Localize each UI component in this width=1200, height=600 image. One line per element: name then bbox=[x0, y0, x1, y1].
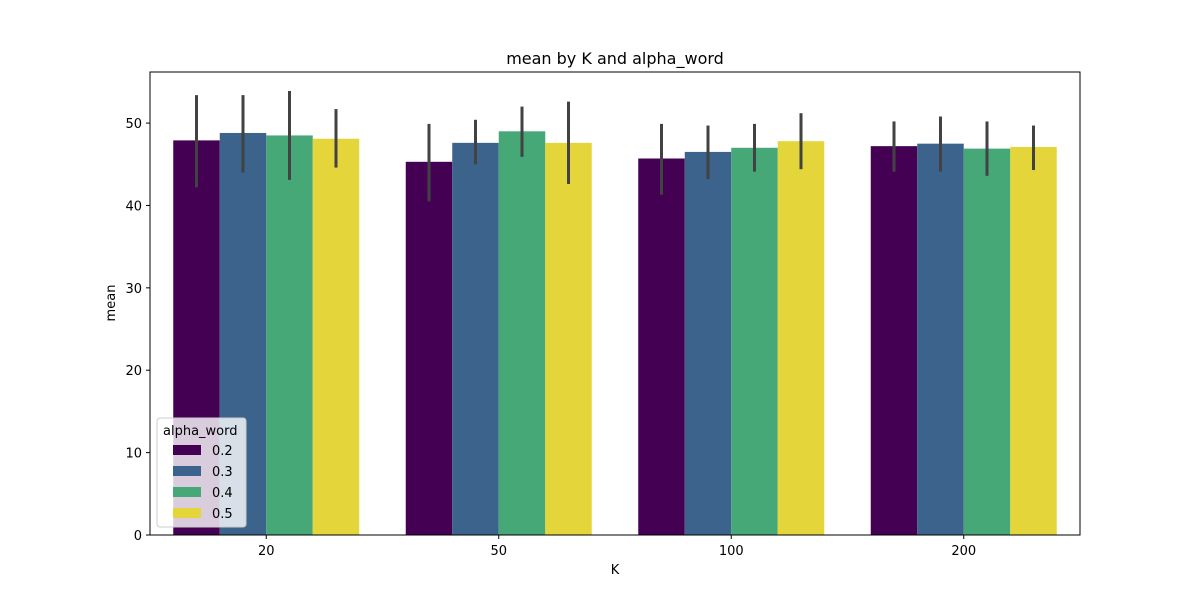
bar-k20-alpha0.5 bbox=[312, 138, 360, 536]
y-tick-label: 20 bbox=[125, 364, 142, 379]
bar-k50-alpha0.4 bbox=[498, 131, 546, 535]
x-tick-label: 200 bbox=[951, 544, 976, 559]
y-tick-label: 0 bbox=[134, 529, 142, 544]
legend-label-0.5: 0.5 bbox=[212, 507, 233, 522]
bar-k50-alpha0.3 bbox=[452, 142, 499, 535]
error-bars-group bbox=[195, 90, 1035, 202]
bar-k100-alpha0.3 bbox=[684, 151, 732, 535]
y-tick-label: 10 bbox=[125, 447, 142, 462]
bar-k100-alpha0.4 bbox=[731, 147, 778, 536]
bar-k20-alpha0.4 bbox=[266, 135, 313, 535]
legend: alpha_word 0.2 0.3 0.4 0.5 bbox=[156, 417, 247, 528]
legend-title: alpha_word bbox=[163, 424, 238, 439]
bar-k200-alpha0.2 bbox=[870, 146, 918, 535]
bar-k100-alpha0.5 bbox=[777, 141, 825, 535]
x-tick-label: 20 bbox=[258, 544, 275, 559]
x-axis: 20 50 100 200 bbox=[258, 535, 976, 559]
legend-swatch-0.4 bbox=[173, 487, 201, 497]
legend-label-0.2: 0.2 bbox=[212, 444, 233, 459]
legend-label-0.4: 0.4 bbox=[212, 486, 233, 501]
bar-k200-alpha0.3 bbox=[917, 143, 964, 536]
bar-k200-alpha0.5 bbox=[1010, 146, 1057, 535]
legend-label-0.3: 0.3 bbox=[212, 465, 233, 480]
legend-swatch-0.3 bbox=[173, 466, 201, 476]
y-tick-label: 40 bbox=[125, 199, 142, 214]
bar-k100-alpha0.2 bbox=[638, 158, 685, 535]
y-axis-label: mean bbox=[104, 285, 119, 322]
chart-title: mean by K and alpha_word bbox=[506, 49, 724, 69]
bar-k200-alpha0.4 bbox=[963, 148, 1011, 535]
legend-swatch-0.2 bbox=[173, 445, 201, 455]
bars-group bbox=[173, 131, 1057, 536]
bar-k50-alpha0.2 bbox=[405, 161, 453, 536]
y-tick-label: 30 bbox=[125, 282, 142, 297]
legend-swatch-0.5 bbox=[173, 508, 201, 518]
x-tick-label: 50 bbox=[490, 544, 507, 559]
x-axis-label: K bbox=[611, 563, 620, 578]
bar-k50-alpha0.5 bbox=[545, 142, 592, 535]
y-axis: 0 10 20 30 40 50 bbox=[125, 117, 150, 544]
y-tick-label: 50 bbox=[125, 117, 142, 132]
x-tick-label: 100 bbox=[719, 544, 744, 559]
plot-frame bbox=[149, 71, 1081, 536]
